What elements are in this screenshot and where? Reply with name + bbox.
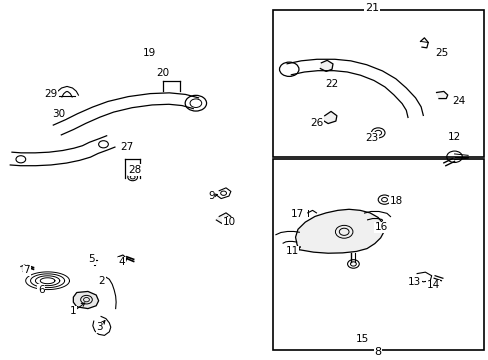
Text: 2: 2 — [99, 276, 105, 286]
Text: 10: 10 — [222, 217, 235, 227]
Text: 21: 21 — [364, 3, 378, 13]
Text: 18: 18 — [389, 197, 402, 206]
Text: 7: 7 — [23, 265, 30, 275]
Text: 1: 1 — [70, 306, 77, 316]
Text: 21: 21 — [364, 3, 378, 13]
Text: 14: 14 — [426, 280, 439, 291]
Text: 4: 4 — [119, 257, 125, 267]
Polygon shape — [73, 292, 99, 309]
Text: 11: 11 — [285, 247, 298, 256]
Polygon shape — [295, 209, 384, 253]
Polygon shape — [118, 255, 126, 264]
Text: 3: 3 — [96, 322, 102, 332]
Text: 27: 27 — [120, 142, 133, 152]
Text: 6: 6 — [38, 285, 44, 295]
Text: 16: 16 — [374, 222, 387, 232]
Text: 8: 8 — [374, 347, 381, 357]
Text: 30: 30 — [52, 109, 65, 119]
Text: 25: 25 — [434, 48, 447, 58]
Text: 28: 28 — [128, 165, 142, 175]
Text: 17: 17 — [290, 209, 303, 219]
Text: 18: 18 — [389, 197, 402, 206]
Text: 2: 2 — [99, 276, 105, 286]
Text: 14: 14 — [426, 280, 439, 291]
Text: 5: 5 — [88, 254, 95, 264]
Text: 20: 20 — [156, 68, 169, 78]
Text: 30: 30 — [52, 109, 65, 119]
Text: 15: 15 — [355, 334, 368, 344]
Polygon shape — [216, 213, 230, 224]
Text: 28: 28 — [128, 165, 142, 175]
Text: 24: 24 — [451, 96, 464, 107]
Text: 13: 13 — [407, 277, 421, 287]
Text: 17: 17 — [290, 209, 303, 219]
Text: 15: 15 — [355, 334, 368, 344]
Text: 12: 12 — [447, 132, 460, 142]
Text: 29: 29 — [44, 89, 58, 99]
Text: 10: 10 — [222, 217, 235, 227]
Text: 9: 9 — [208, 191, 214, 201]
Polygon shape — [436, 91, 447, 99]
Bar — [272, 10, 483, 157]
Text: 20: 20 — [156, 68, 169, 78]
Text: 9: 9 — [208, 191, 214, 201]
Text: 29: 29 — [44, 89, 58, 99]
Text: 23: 23 — [365, 133, 378, 143]
Text: 12: 12 — [447, 132, 460, 142]
Text: 19: 19 — [143, 48, 156, 58]
Text: 7: 7 — [23, 265, 30, 275]
Text: 26: 26 — [309, 118, 323, 128]
Text: 1: 1 — [70, 306, 77, 316]
Text: 22: 22 — [325, 79, 338, 89]
Text: 13: 13 — [407, 277, 421, 287]
Text: 8: 8 — [374, 347, 381, 357]
Text: 23: 23 — [365, 133, 378, 143]
Text: 22: 22 — [325, 79, 338, 89]
Text: 27: 27 — [120, 142, 133, 152]
Polygon shape — [322, 111, 336, 123]
Bar — [272, 159, 483, 350]
Text: 11: 11 — [285, 247, 298, 256]
Text: 26: 26 — [309, 118, 323, 128]
Text: 6: 6 — [38, 285, 44, 295]
Text: 19: 19 — [143, 48, 156, 58]
Polygon shape — [320, 60, 332, 71]
Text: 3: 3 — [96, 322, 102, 332]
Polygon shape — [21, 265, 28, 271]
Text: 5: 5 — [88, 254, 95, 264]
Text: 24: 24 — [451, 96, 464, 107]
Text: 16: 16 — [374, 222, 387, 232]
Text: 4: 4 — [119, 257, 125, 267]
Text: 25: 25 — [434, 48, 447, 58]
